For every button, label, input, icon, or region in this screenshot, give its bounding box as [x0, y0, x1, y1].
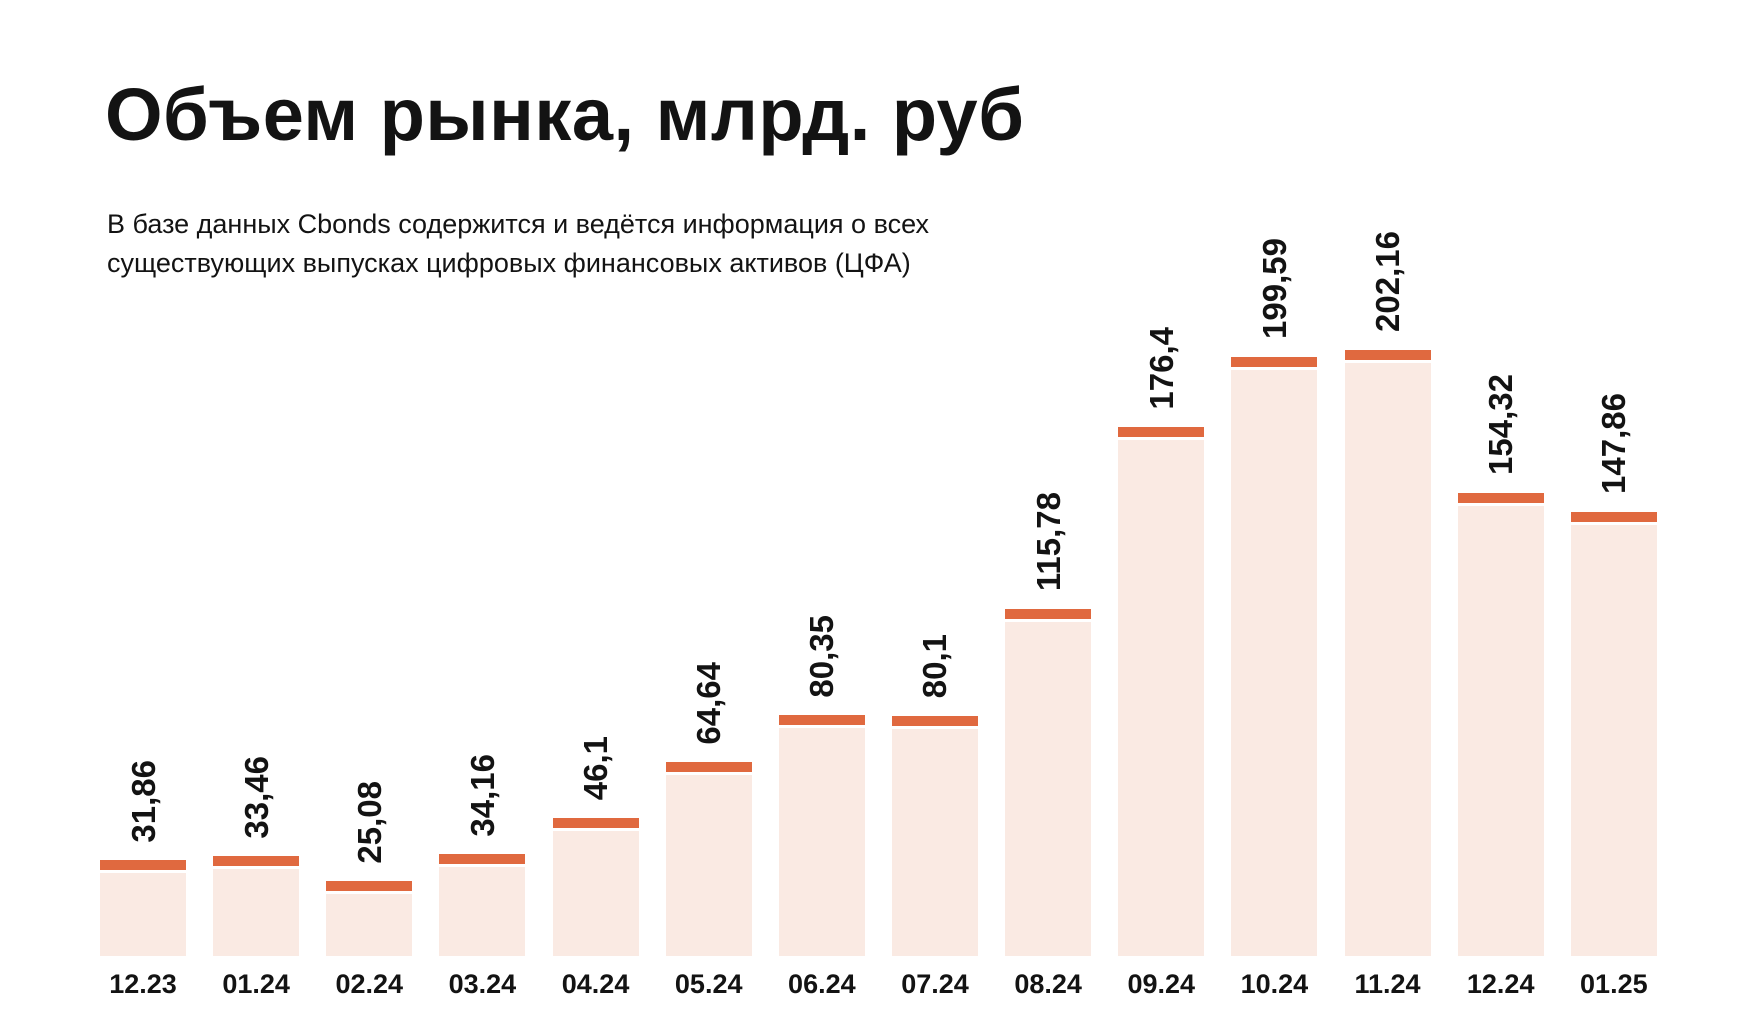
- bar-fill: [891, 729, 978, 957]
- x-axis-label: 08.24: [1014, 969, 1082, 1000]
- bar-fill: [100, 873, 186, 957]
- bar-cap: [439, 854, 526, 865]
- bar-column: 147,86 01.25: [1570, 393, 1657, 1000]
- bar-fill: [778, 728, 865, 957]
- subtitle-line-2: существующих выпусках цифровых финансовы…: [107, 248, 911, 279]
- x-axis-label: 12.23: [109, 969, 177, 1000]
- bar-column: 80,35 06.24: [778, 614, 865, 1000]
- x-axis-label: 11.24: [1354, 969, 1421, 1000]
- bar-fill: [1231, 370, 1318, 957]
- bar-value-label: 46,1: [577, 736, 615, 801]
- bar-value-label: 202,16: [1369, 231, 1407, 333]
- bar-value-label: 25,08: [350, 780, 388, 864]
- bar-column: 202,16 11.24: [1344, 231, 1431, 1000]
- bar-column: 31,86 12.23: [100, 760, 186, 1000]
- subtitle-line-1: В базе данных Cbonds содержится и ведётс…: [107, 209, 930, 239]
- bar-cap: [1231, 357, 1318, 368]
- bar-value-label: 199,59: [1255, 238, 1293, 340]
- bar-cap: [326, 881, 413, 892]
- x-axis-label: 05.24: [674, 969, 743, 1000]
- bar-fill: [552, 831, 639, 957]
- bar-value-label: 80,35: [803, 614, 841, 698]
- bar-value-label: 80,1: [916, 634, 954, 699]
- bar-fill: [1344, 363, 1431, 957]
- bar-fill: [1457, 506, 1544, 957]
- x-axis-label: 09.24: [1127, 969, 1196, 1000]
- bar-value-label: 154,32: [1482, 374, 1520, 476]
- bar-cap: [213, 856, 300, 867]
- bar-value-label: 147,86: [1595, 393, 1633, 495]
- x-axis-label: 02.24: [335, 969, 404, 1000]
- bar-cap: [1344, 350, 1431, 361]
- x-axis-label: 07.24: [901, 969, 969, 1000]
- bar-cap: [1570, 512, 1657, 523]
- bar-value-label: 64,64: [690, 661, 728, 745]
- bar-cap: [1457, 493, 1544, 504]
- page-title: Объем рынка, млрд. руб: [105, 73, 1025, 156]
- bar-cap: [100, 860, 186, 871]
- bar-cap: [778, 715, 865, 726]
- bar-fill: [1570, 525, 1657, 957]
- bar-column: 25,08 02.24: [326, 780, 413, 1000]
- x-axis-label: 01.24: [222, 969, 290, 1000]
- bar-column: 199,59 10.24: [1231, 238, 1318, 1000]
- bar-fill: [326, 894, 413, 957]
- x-axis-label: 06.24: [788, 969, 856, 1000]
- bar-chart: 31,86 12.23 33,46 01.24 25,08 02.24 34,16 03.24…: [100, 120, 1657, 1000]
- bar-column: 64,64 05.24: [665, 661, 752, 1000]
- bar-value-label: 115,78: [1029, 492, 1067, 592]
- x-axis-label: 10.24: [1240, 969, 1309, 1000]
- bar-column: 34,16 03.24: [439, 753, 526, 1000]
- bar-cap: [891, 716, 978, 727]
- bar-cap: [1005, 609, 1092, 620]
- bar-value-label: 176,4: [1142, 326, 1180, 410]
- bar-column: 33,46 01.24: [213, 755, 300, 1000]
- bar-column: 176,4 09.24: [1118, 326, 1205, 1000]
- bar-column: 46,1 04.24: [552, 736, 639, 1000]
- bar-cap: [665, 762, 752, 773]
- bar-cap: [552, 818, 639, 829]
- bar-fill: [1118, 440, 1205, 957]
- x-axis-label: 01.25: [1580, 969, 1648, 1000]
- bar-column: 154,32 12.24: [1457, 374, 1544, 1000]
- bar-fill: [439, 867, 526, 957]
- bar-column: 115,78 08.24: [1005, 492, 1092, 1000]
- bar-value-label: 34,16: [463, 753, 501, 837]
- bar-fill: [1005, 622, 1092, 957]
- bar-value-label: 33,46: [237, 755, 275, 839]
- x-axis-label: 03.24: [448, 969, 517, 1000]
- bar-cap: [1118, 427, 1205, 438]
- bar-fill: [213, 869, 300, 957]
- x-axis-label: 12.24: [1466, 969, 1535, 1000]
- x-axis-label: 04.24: [561, 969, 630, 1000]
- bar-column: 80,1 07.24: [891, 634, 978, 1000]
- bar-value-label: 31,86: [124, 759, 162, 843]
- page-subtitle: В базе данных Cbonds содержится и ведётс…: [107, 205, 929, 283]
- bar-fill: [665, 775, 752, 957]
